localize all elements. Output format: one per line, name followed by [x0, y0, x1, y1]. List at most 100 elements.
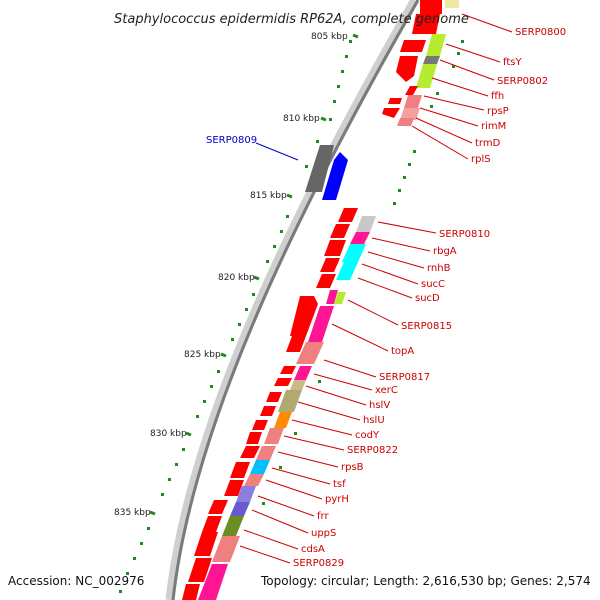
- gene-block-codY[interactable]: [274, 412, 292, 428]
- gene-arrow[interactable]: [252, 420, 268, 430]
- gene-arrow[interactable]: [382, 108, 400, 118]
- gene-label-SERP0802[interactable]: SERP0802: [497, 76, 548, 87]
- leader-tsf: [271, 467, 331, 485]
- gene-arrow[interactable]: [280, 366, 296, 374]
- gene-block-tsf[interactable]: [250, 460, 270, 474]
- gene-block-uppS[interactable]: [230, 502, 250, 516]
- gene-label-ffh[interactable]: ffh: [491, 91, 504, 102]
- label-leader-lines: [239, 13, 513, 564]
- gene-label-pyrH[interactable]: pyrH: [325, 494, 349, 505]
- gene-label-rnhB[interactable]: rnhB: [427, 263, 451, 274]
- gene-block-grey[interactable]: [305, 145, 334, 192]
- gene-label-rpsP[interactable]: rpsP: [487, 106, 509, 117]
- gene-label-ftsY[interactable]: ftsY: [503, 57, 522, 68]
- gene-block-sucC[interactable]: [342, 244, 366, 262]
- gene-block-rplS[interactable]: [397, 118, 414, 126]
- gene-arrow[interactable]: [324, 240, 346, 256]
- gene-block-SERP0822[interactable]: [264, 428, 284, 444]
- gene-label-rpsB[interactable]: rpsB: [341, 462, 364, 473]
- gene-label-uppS[interactable]: uppS: [311, 528, 336, 539]
- gene-label-frr[interactable]: frr: [317, 511, 329, 522]
- gene-block-topA[interactable]: [308, 306, 334, 342]
- gene-label-SERP0810[interactable]: SERP0810: [439, 229, 490, 240]
- gene-arrow[interactable]: [230, 462, 250, 478]
- gene-arrow[interactable]: [316, 274, 336, 288]
- gene-arrow[interactable]: [260, 406, 276, 416]
- gene-block-rimM[interactable]: [404, 95, 422, 108]
- gene-block[interactable]: [326, 290, 338, 304]
- gene-arrow[interactable]: [182, 584, 200, 600]
- gene-label-cdsA[interactable]: cdsA: [301, 544, 325, 555]
- gene-label-codY[interactable]: codY: [355, 430, 380, 441]
- gene-arrow[interactable]: [240, 446, 260, 458]
- gene-block-ffh[interactable]: [416, 64, 437, 88]
- gene-label-rbgA[interactable]: rbgA: [433, 246, 457, 257]
- gene-block-sucD[interactable]: [336, 262, 358, 280]
- gene-label-hslV[interactable]: hslV: [369, 400, 390, 411]
- gene-block-cdsA[interactable]: [222, 516, 244, 536]
- gene-arrow[interactable]: [286, 336, 306, 352]
- gene-block-SERP0810[interactable]: [356, 216, 376, 232]
- leader-SERP0809: [255, 142, 299, 161]
- gene-label-tsf[interactable]: tsf: [333, 479, 346, 490]
- leader-SERP0822: [283, 435, 345, 451]
- gene-arrow-rpsP[interactable]: [405, 86, 418, 95]
- gene-arrow[interactable]: [396, 56, 418, 82]
- gene-arrow[interactable]: [246, 432, 262, 444]
- gene-block-hslV[interactable]: [290, 380, 306, 390]
- gene-label-xerC[interactable]: xerC: [375, 385, 398, 396]
- gene-block-SERP0802[interactable]: [423, 56, 440, 64]
- scale-label-820: 820 kbp: [218, 273, 255, 283]
- leader-cdsA: [243, 529, 299, 550]
- gene-block-SERP0817[interactable]: [296, 342, 324, 364]
- gene-arrow[interactable]: [208, 500, 228, 514]
- gene-arrow[interactable]: [202, 516, 222, 532]
- gene-arrow[interactable]: [274, 378, 292, 386]
- gene-label-trmD[interactable]: trmD: [475, 138, 501, 149]
- gene-block-ftsY[interactable]: [426, 34, 446, 56]
- leader-rbgA: [371, 237, 431, 252]
- gene-label-SERP0809[interactable]: SERP0809: [206, 135, 257, 146]
- gene-label-hslU[interactable]: hslU: [363, 415, 385, 426]
- gene-arrow[interactable]: [290, 296, 318, 336]
- gene-arrow[interactable]: [266, 392, 282, 402]
- gene-block-rpsB[interactable]: [256, 446, 276, 460]
- gene-block[interactable]: [445, 0, 459, 8]
- gene-arrow[interactable]: [412, 14, 440, 34]
- gene-label-SERP0800[interactable]: SERP0800: [515, 27, 566, 38]
- gene-arrow[interactable]: [338, 208, 358, 222]
- gene-label-sucD[interactable]: sucD: [415, 293, 440, 304]
- gene-label-SERP0815[interactable]: SERP0815: [401, 321, 452, 332]
- gene-block-trmD[interactable]: [400, 108, 420, 120]
- gene-arrow[interactable]: [188, 558, 212, 582]
- gene-arrow[interactable]: [420, 0, 442, 14]
- scale-label-810: 810 kbp: [283, 114, 320, 124]
- gene-arrow[interactable]: [330, 224, 350, 238]
- gene-arrow[interactable]: [320, 258, 340, 272]
- tick-825: [220, 352, 227, 358]
- gene-label-rplS[interactable]: rplS: [471, 154, 491, 165]
- gene-block-SERP0815[interactable]: [334, 292, 346, 304]
- gene-block-hslU[interactable]: [278, 390, 302, 412]
- gene-label-rimM[interactable]: rimM: [481, 121, 506, 132]
- gene-label-SERP0829[interactable]: SERP0829: [293, 558, 344, 569]
- gene-block-pyrH[interactable]: [244, 474, 264, 486]
- gene-block-rbgA[interactable]: [350, 232, 370, 244]
- scale-label-830: 830 kbp: [150, 429, 187, 439]
- gene-arrow-SERP0809[interactable]: [322, 152, 348, 200]
- gene-arrow[interactable]: [388, 98, 402, 104]
- gene-arrow[interactable]: [224, 480, 244, 496]
- gene-block-SERP0829[interactable]: [212, 536, 240, 562]
- gene-label-topA[interactable]: topA: [391, 346, 414, 357]
- gene-block[interactable]: [198, 564, 228, 600]
- gene-label-sucC[interactable]: sucC: [421, 279, 445, 290]
- gene-arrow[interactable]: [400, 40, 426, 52]
- gene-block-frr[interactable]: [236, 486, 256, 502]
- leader-rpsB: [277, 451, 339, 468]
- gene-label-SERP0822[interactable]: SERP0822: [347, 445, 398, 456]
- gene-label-SERP0817[interactable]: SERP0817: [379, 372, 430, 383]
- gene-arrow[interactable]: [194, 532, 218, 556]
- leader-hslV: [305, 385, 367, 406]
- gene-block-xerC[interactable]: [294, 366, 312, 380]
